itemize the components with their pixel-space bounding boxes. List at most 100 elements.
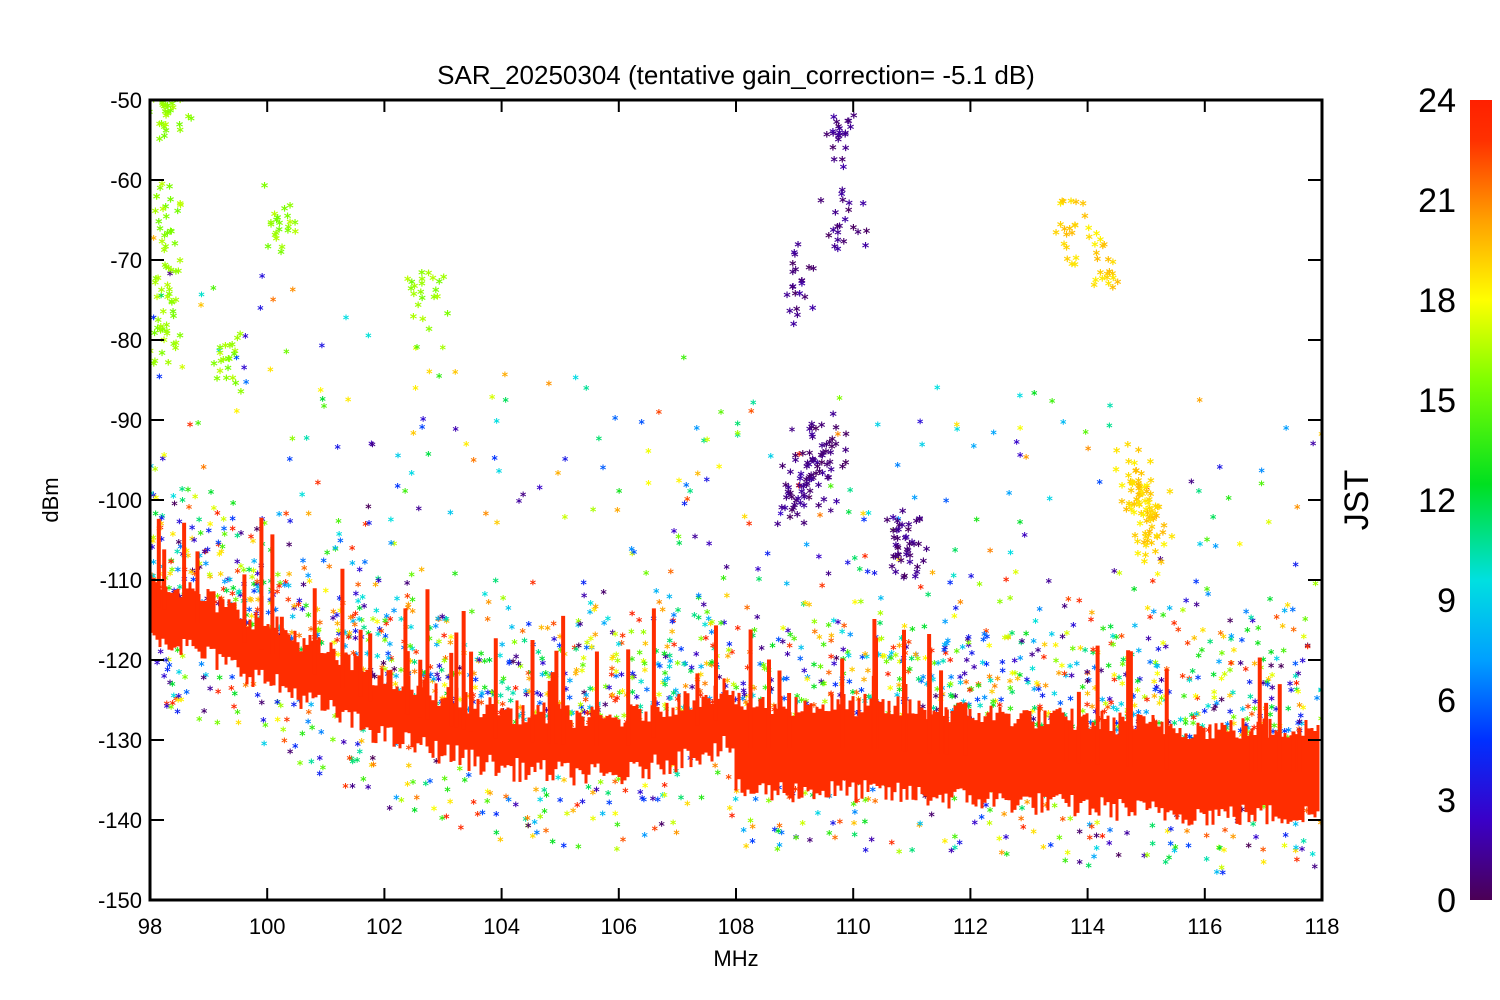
data-point: *	[1067, 196, 1075, 212]
data-point: *	[177, 542, 184, 556]
data-point: *	[580, 706, 587, 720]
data-point: *	[1110, 631, 1117, 645]
data-point: *	[439, 612, 446, 626]
data-point: *	[159, 324, 167, 340]
data-point: *	[880, 651, 887, 665]
data-point: *	[1131, 710, 1138, 724]
data-point: *	[229, 514, 236, 528]
data-point: *	[167, 226, 175, 242]
data-point: *	[664, 674, 671, 688]
data-point: *	[952, 843, 959, 857]
data-point: *	[681, 659, 688, 673]
data-point: *	[216, 549, 223, 563]
data-point: *	[784, 579, 791, 593]
data-point: *	[499, 640, 506, 654]
data-point: *	[875, 420, 882, 434]
data-point: *	[254, 576, 261, 590]
data-point: *	[977, 700, 984, 714]
data-point: *	[1133, 466, 1141, 482]
data-point: *	[398, 665, 405, 679]
data-point: *	[1128, 486, 1136, 502]
data-point: *	[912, 492, 919, 506]
data-point: *	[587, 607, 594, 621]
data-point: *	[779, 828, 786, 842]
x-tick-label: 100	[249, 914, 286, 939]
data-point: *	[828, 442, 836, 458]
data-point: *	[798, 486, 806, 502]
data-point: *	[537, 690, 544, 704]
data-point: *	[436, 637, 443, 651]
data-point: *	[842, 445, 850, 461]
data-point: *	[740, 685, 747, 699]
data-point: *	[237, 329, 245, 345]
data-point: *	[1086, 232, 1094, 248]
data-point: *	[164, 109, 172, 125]
data-point: *	[1106, 838, 1113, 852]
data-point: *	[928, 809, 935, 823]
data-point: *	[940, 689, 947, 703]
data-point: *	[828, 465, 836, 481]
data-point: *	[616, 639, 623, 653]
data-point: *	[261, 518, 268, 532]
data-point: *	[1041, 639, 1048, 653]
data-point: *	[189, 565, 196, 579]
data-point: *	[986, 818, 993, 832]
data-point: *	[301, 563, 308, 577]
x-axis: 98 100 102 104 106 108 110 112 114 116 118	[138, 100, 1340, 939]
data-point: *	[774, 844, 781, 858]
data-point: *	[1210, 512, 1217, 526]
data-point: *	[733, 786, 740, 800]
data-point: *	[291, 603, 298, 617]
data-point: *	[155, 216, 163, 232]
data-point: *	[570, 805, 577, 819]
data-point: *	[660, 790, 667, 804]
data-point: *	[1251, 723, 1258, 737]
data-point: *	[1059, 660, 1066, 674]
data-point: *	[221, 523, 228, 537]
data-point: *	[385, 649, 392, 663]
data-point: *	[470, 455, 477, 469]
data-point: *	[444, 785, 451, 799]
data-point: *	[1130, 507, 1138, 523]
data-point: *	[182, 672, 189, 686]
data-point: *	[159, 511, 166, 525]
data-point: *	[1108, 698, 1115, 712]
data-point: *	[221, 529, 228, 543]
data-point: *	[778, 503, 786, 519]
data-point: *	[760, 660, 767, 674]
y-tick-label: -120	[98, 648, 142, 673]
data-point: *	[423, 779, 430, 793]
data-point: *	[574, 800, 581, 814]
data-point: *	[479, 688, 486, 702]
data-point: *	[1072, 220, 1080, 236]
data-point: *	[388, 514, 395, 528]
data-point: *	[759, 643, 766, 657]
data-point: *	[493, 416, 500, 430]
data-point: *	[158, 119, 166, 135]
data-point: *	[862, 816, 869, 830]
data-point: *	[250, 536, 257, 550]
data-point: *	[447, 508, 454, 522]
data-point: *	[515, 658, 522, 672]
data-point: *	[334, 610, 341, 624]
data-point: *	[189, 533, 196, 547]
data-point: *	[1269, 682, 1276, 696]
colorbar-tick-label: 24	[1418, 82, 1456, 120]
data-point: *	[508, 696, 515, 710]
data-point: *	[865, 508, 872, 522]
data-point: *	[1191, 633, 1198, 647]
y-tick-label: -110	[100, 568, 142, 593]
data-point: *	[1112, 465, 1120, 481]
data-point: *	[316, 624, 323, 638]
data-point: *	[1092, 275, 1100, 291]
data-point: *	[990, 697, 997, 711]
data-point: *	[1013, 567, 1020, 581]
data-point: *	[1223, 723, 1230, 737]
data-point: *	[408, 622, 415, 636]
data-point: *	[712, 760, 719, 774]
data-point: *	[487, 788, 494, 802]
data-point: *	[1068, 671, 1075, 685]
data-point: *	[1129, 479, 1137, 495]
data-point: *	[516, 496, 523, 510]
data-point: *	[1034, 678, 1041, 692]
